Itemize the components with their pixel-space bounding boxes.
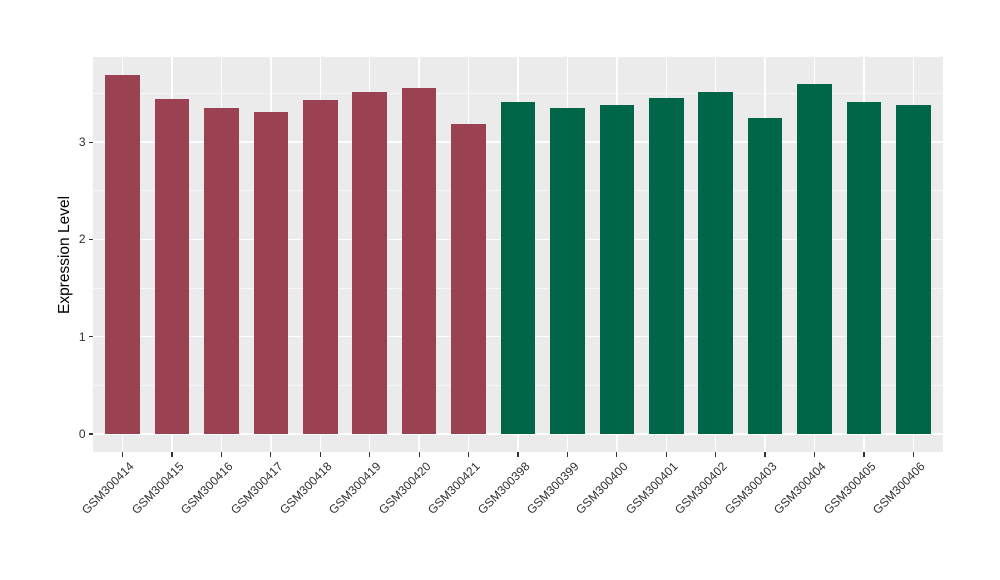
x-axis-tick-mark (665, 452, 667, 457)
x-axis-tick-mark (764, 452, 766, 457)
x-axis-tick-label: GSM300414 (79, 459, 137, 517)
bar-GSM300415 (154, 99, 190, 435)
bar-GSM300421 (451, 123, 486, 435)
x-axis-tick-mark (517, 452, 519, 457)
x-axis-tick-mark (616, 452, 618, 457)
y-axis-tick-mark (88, 238, 93, 240)
x-axis-tick-mark (566, 452, 568, 457)
y-axis-tick-mark (88, 336, 93, 338)
x-axis-tick-mark (467, 452, 470, 457)
x-axis-tick-label: GSM300417 (227, 459, 286, 517)
x-axis-tick-label: GSM300398 (474, 459, 533, 517)
bar-GSM300417 (253, 111, 289, 435)
x-axis-tick-mark (270, 452, 272, 457)
x-axis-tick-label: GSM300421 (425, 459, 483, 517)
x-axis-tick-mark (418, 452, 420, 457)
x-axis-tick-mark (912, 452, 914, 457)
y-axis-tick-label: 1 (78, 329, 86, 344)
bar-GSM300406 (896, 105, 931, 435)
x-axis-tick-mark (122, 452, 124, 457)
x-axis-tick-label: GSM300403 (721, 459, 780, 517)
bar-GSM300399 (550, 108, 585, 435)
bar-GSM300398 (500, 102, 536, 435)
x-axis-tick-label: GSM300418 (276, 459, 335, 517)
x-axis-tick-label: GSM300400 (573, 459, 632, 517)
x-axis-tick-mark (369, 452, 371, 457)
bar-GSM300414 (105, 74, 140, 435)
y-axis-title: Expression Level (56, 195, 73, 314)
bar-GSM300416 (204, 108, 239, 435)
x-axis-tick-label: GSM300401 (622, 459, 681, 517)
x-axis-tick-mark (319, 452, 321, 457)
bar-GSM300404 (797, 83, 832, 435)
y-axis-tick-label: 3 (78, 135, 86, 150)
x-axis-tick-label: GSM300419 (326, 459, 384, 517)
bar-GSM300401 (648, 98, 684, 435)
bar-GSM300420 (401, 87, 437, 435)
bar-GSM300400 (599, 105, 635, 435)
x-axis-tick-label: GSM300416 (178, 459, 236, 517)
y-axis-tick-mark (88, 141, 93, 143)
plot-panel (93, 57, 943, 452)
bar-GSM300419 (352, 92, 388, 435)
x-axis-tick-mark (715, 452, 717, 457)
y-axis-tick-mark (88, 433, 93, 435)
bar-GSM300405 (846, 102, 882, 435)
x-axis-tick-mark (813, 452, 816, 457)
x-axis-tick-label: GSM300415 (128, 459, 187, 517)
x-axis-tick-label: GSM300405 (820, 459, 879, 517)
bar-GSM300403 (747, 117, 783, 435)
x-axis-tick-mark (220, 452, 223, 457)
bar-GSM300418 (303, 100, 338, 435)
x-axis-tick-label: GSM300406 (869, 459, 928, 517)
x-axis-tick-label: GSM300420 (375, 459, 434, 517)
x-axis-tick-mark (863, 452, 865, 457)
x-axis-tick-label: GSM300399 (524, 459, 582, 517)
x-axis-tick-label: GSM300402 (672, 459, 730, 517)
x-axis-tick-label: GSM300404 (771, 459, 829, 517)
x-axis-tick-mark (171, 452, 173, 457)
y-axis-tick-label: 0 (78, 427, 86, 442)
bar-GSM300402 (698, 92, 733, 435)
y-axis-tick-label: 2 (78, 232, 86, 247)
